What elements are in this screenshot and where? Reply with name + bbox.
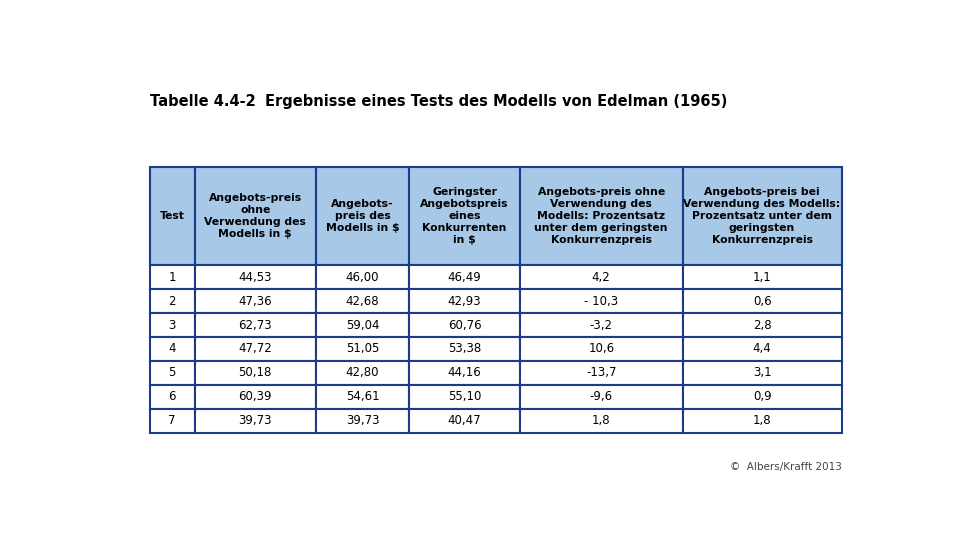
- Text: 51,05: 51,05: [346, 342, 379, 355]
- Bar: [520, 167, 683, 265]
- Text: 42,93: 42,93: [447, 294, 481, 308]
- Text: 46,49: 46,49: [447, 271, 482, 284]
- Text: 50,18: 50,18: [239, 367, 272, 380]
- Bar: [195, 361, 316, 385]
- Text: Ergebnisse eines Tests des Modells von Edelman (1965): Ergebnisse eines Tests des Modells von E…: [265, 94, 728, 109]
- Bar: [195, 313, 316, 337]
- Text: 4,2: 4,2: [592, 271, 611, 284]
- Text: 39,73: 39,73: [238, 414, 272, 427]
- Text: 60,39: 60,39: [238, 390, 272, 403]
- Bar: [316, 289, 409, 313]
- Text: 1,8: 1,8: [592, 414, 611, 427]
- Bar: [316, 337, 409, 361]
- Bar: [520, 265, 683, 289]
- Text: 42,68: 42,68: [346, 294, 379, 308]
- Bar: [316, 313, 409, 337]
- Text: 40,47: 40,47: [447, 414, 481, 427]
- Text: Angebots-preis bei
Verwendung des Modells:
Prozentsatz unter dem
geringsten
Konk: Angebots-preis bei Verwendung des Modell…: [684, 187, 841, 245]
- Text: 6: 6: [169, 390, 176, 403]
- Bar: [683, 337, 842, 361]
- Bar: [150, 265, 195, 289]
- Bar: [409, 337, 520, 361]
- Text: 42,80: 42,80: [346, 367, 379, 380]
- Text: 1: 1: [169, 271, 176, 284]
- Text: ©  Albers/Krafft 2013: © Albers/Krafft 2013: [730, 462, 842, 472]
- Bar: [683, 409, 842, 433]
- Text: 47,72: 47,72: [238, 342, 272, 355]
- Text: 0,6: 0,6: [753, 294, 772, 308]
- Bar: [195, 337, 316, 361]
- Text: 1,1: 1,1: [753, 271, 772, 284]
- Bar: [409, 313, 520, 337]
- Text: Test: Test: [159, 211, 184, 221]
- Text: 3,1: 3,1: [753, 367, 772, 380]
- Text: Geringster
Angebotspreis
eines
Konkurrenten
in $: Geringster Angebotspreis eines Konkurren…: [420, 187, 509, 245]
- Text: -3,2: -3,2: [589, 319, 612, 332]
- Bar: [316, 167, 409, 265]
- Text: -13,7: -13,7: [586, 367, 616, 380]
- Text: 10,6: 10,6: [588, 342, 614, 355]
- Bar: [316, 361, 409, 385]
- Text: 47,36: 47,36: [238, 294, 272, 308]
- Text: 4,4: 4,4: [753, 342, 772, 355]
- Bar: [520, 385, 683, 409]
- Bar: [409, 409, 520, 433]
- Text: 44,53: 44,53: [238, 271, 272, 284]
- Bar: [150, 289, 195, 313]
- Bar: [150, 409, 195, 433]
- Text: 2,8: 2,8: [753, 319, 772, 332]
- Bar: [150, 313, 195, 337]
- Text: 0,9: 0,9: [753, 390, 772, 403]
- Bar: [520, 337, 683, 361]
- Text: -9,6: -9,6: [589, 390, 612, 403]
- Bar: [150, 337, 195, 361]
- Bar: [683, 289, 842, 313]
- Text: 59,04: 59,04: [346, 319, 379, 332]
- Bar: [195, 265, 316, 289]
- Text: 7: 7: [169, 414, 176, 427]
- Bar: [316, 265, 409, 289]
- Bar: [150, 385, 195, 409]
- Text: 5: 5: [169, 367, 176, 380]
- Text: 62,73: 62,73: [238, 319, 272, 332]
- Bar: [409, 289, 520, 313]
- Bar: [409, 265, 520, 289]
- Bar: [409, 167, 520, 265]
- Bar: [195, 167, 316, 265]
- Text: 3: 3: [169, 319, 176, 332]
- Text: 2: 2: [169, 294, 176, 308]
- Bar: [683, 313, 842, 337]
- Text: 4: 4: [169, 342, 176, 355]
- Bar: [409, 385, 520, 409]
- Bar: [683, 265, 842, 289]
- Text: Tabelle 4.4-2: Tabelle 4.4-2: [150, 94, 255, 109]
- Bar: [195, 385, 316, 409]
- Text: - 10,3: - 10,3: [585, 294, 618, 308]
- Bar: [520, 409, 683, 433]
- Text: 39,73: 39,73: [346, 414, 379, 427]
- Text: 60,76: 60,76: [447, 319, 481, 332]
- Bar: [316, 409, 409, 433]
- Bar: [683, 167, 842, 265]
- Text: Angebots-
preis des
Modells in $: Angebots- preis des Modells in $: [325, 199, 399, 233]
- Bar: [683, 385, 842, 409]
- Bar: [316, 385, 409, 409]
- Text: 53,38: 53,38: [448, 342, 481, 355]
- Text: 44,16: 44,16: [447, 367, 482, 380]
- Bar: [150, 167, 195, 265]
- Text: Angebots-preis ohne
Verwendung des
Modells: Prozentsatz
unter dem geringsten
Kon: Angebots-preis ohne Verwendung des Model…: [535, 187, 668, 245]
- Text: 1,8: 1,8: [753, 414, 772, 427]
- Bar: [409, 361, 520, 385]
- Bar: [150, 361, 195, 385]
- Bar: [683, 361, 842, 385]
- Bar: [520, 289, 683, 313]
- Text: 46,00: 46,00: [346, 271, 379, 284]
- Bar: [520, 361, 683, 385]
- Text: 54,61: 54,61: [346, 390, 379, 403]
- Bar: [520, 313, 683, 337]
- Bar: [195, 409, 316, 433]
- Text: Angebots-preis
ohne
Verwendung des
Modells in $: Angebots-preis ohne Verwendung des Model…: [204, 193, 306, 239]
- Bar: [195, 289, 316, 313]
- Text: 55,10: 55,10: [448, 390, 481, 403]
